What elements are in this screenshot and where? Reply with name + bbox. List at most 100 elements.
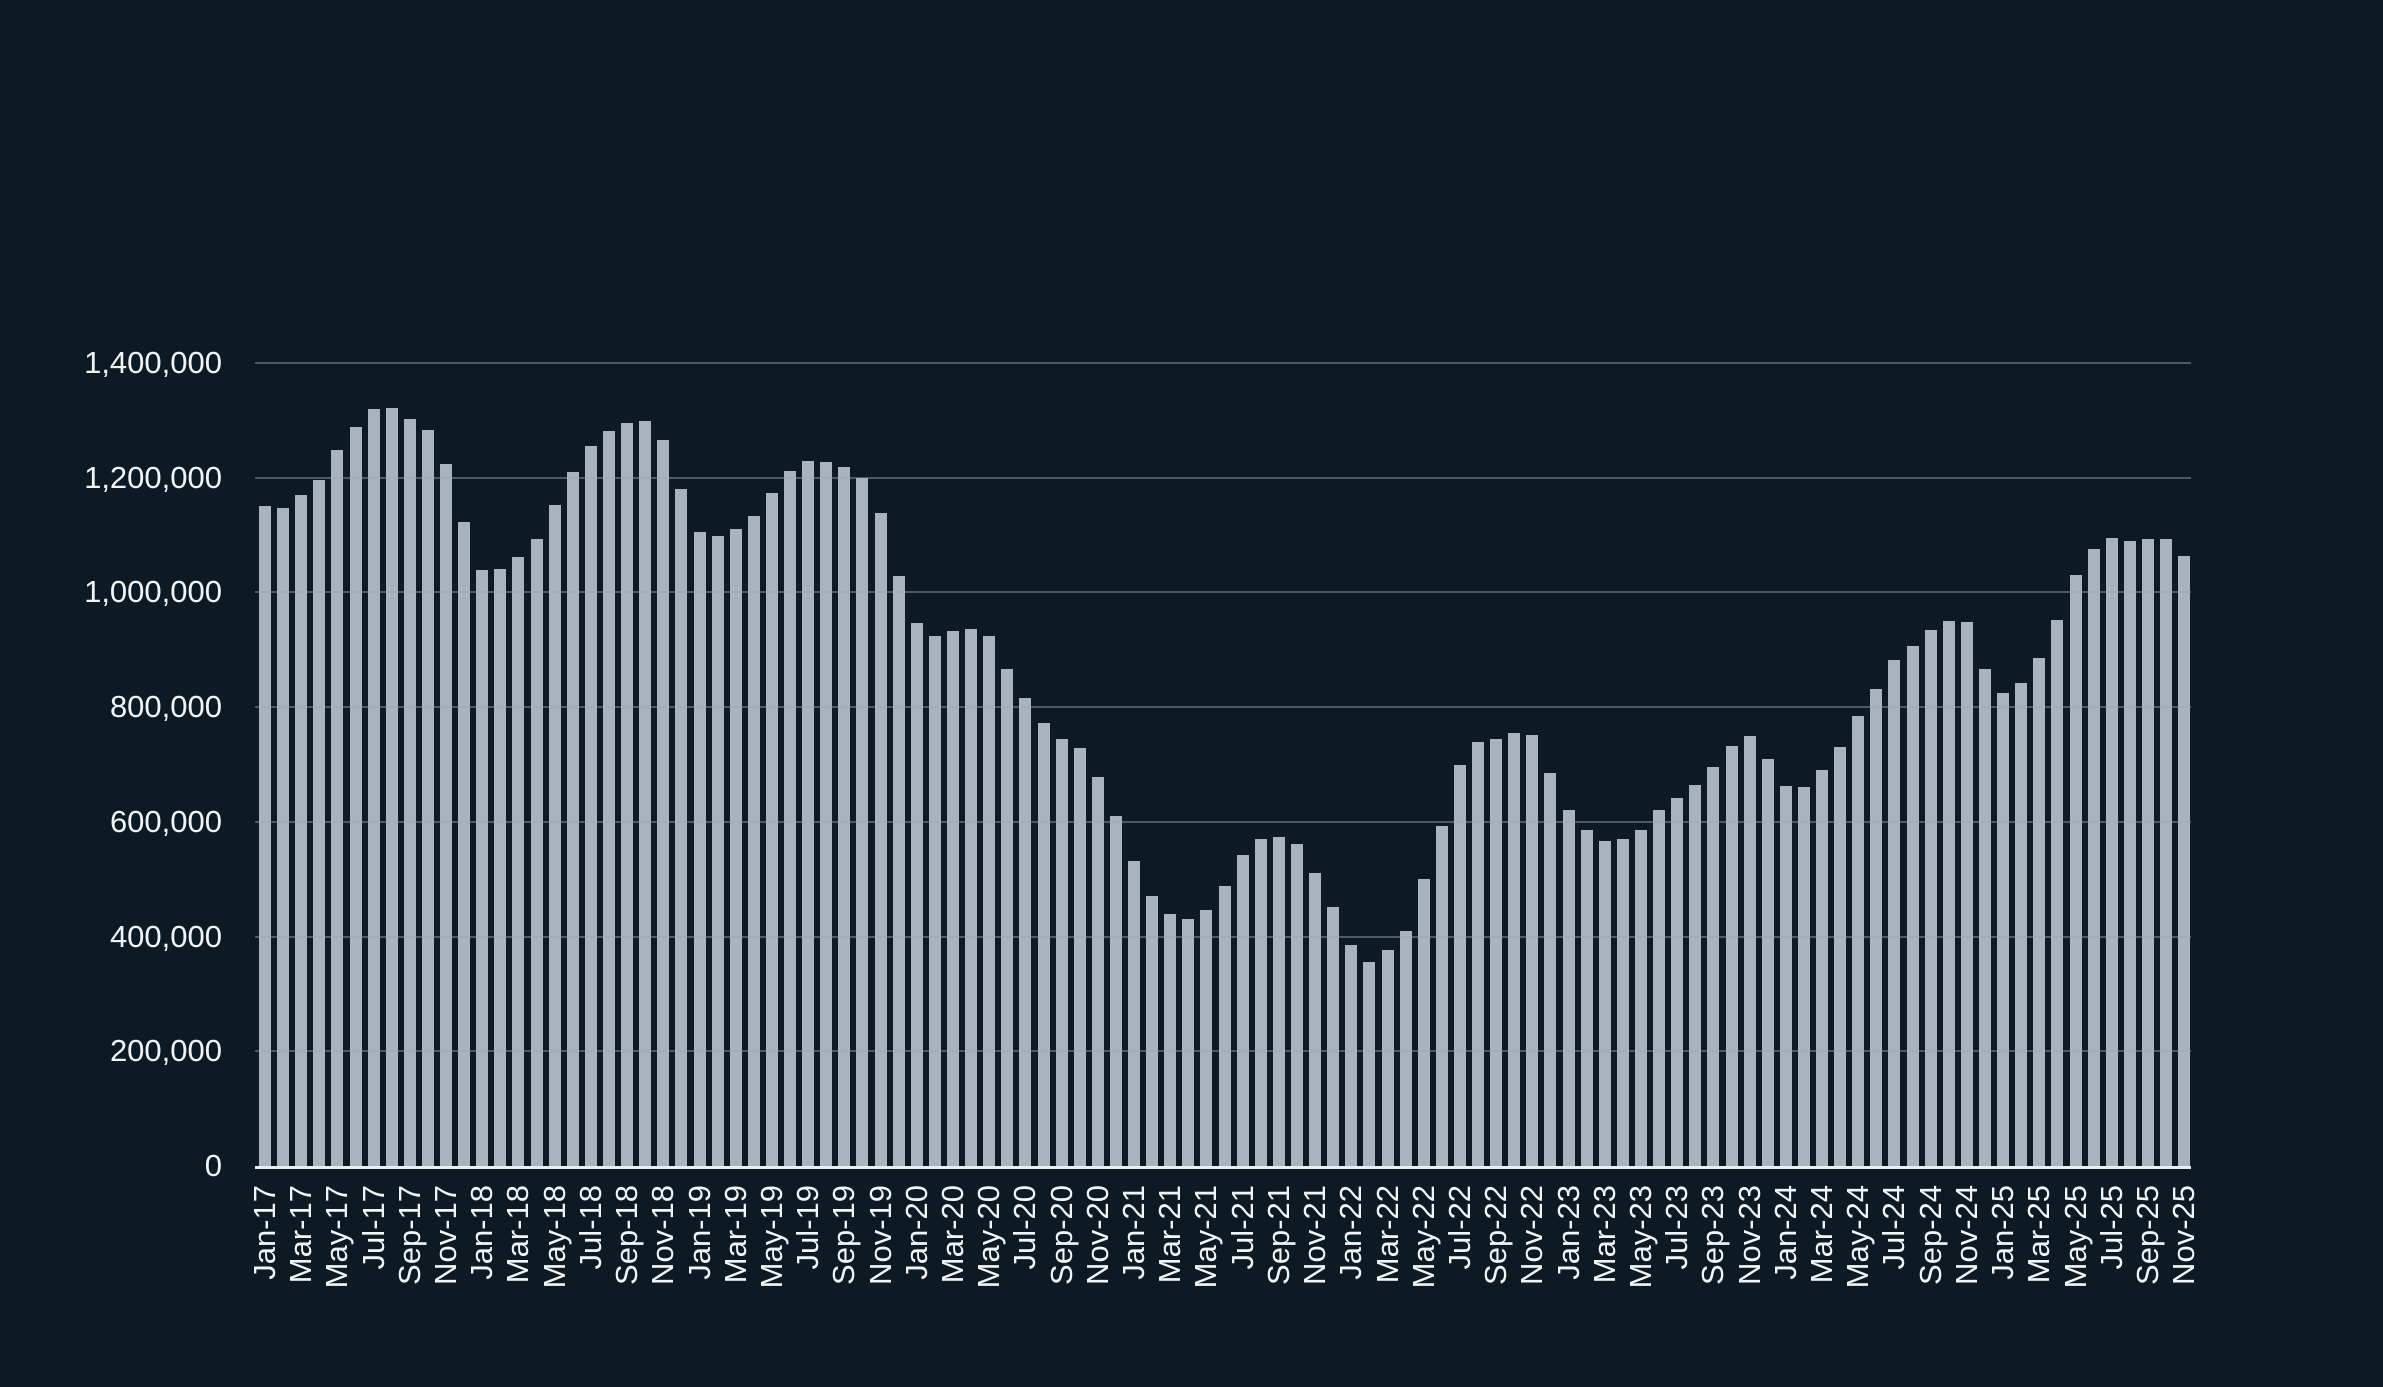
bar-May-24 [1852,716,1865,1166]
x-tick-label: Mar-25 [2021,1185,2057,1284]
bar-Apr-24 [1834,746,1847,1166]
x-tick-label: Jul-18 [572,1185,608,1270]
bar-May-18 [548,505,561,1166]
bar-Nov-19 [874,513,887,1166]
bar-Oct-22 [1508,732,1521,1166]
bar-Aug-23 [1689,785,1702,1166]
bar-Jun-20 [1001,669,1014,1166]
x-tick-label: Mar-17 [283,1185,319,1284]
bar-Mar-20 [946,630,959,1166]
bar-Apr-23 [1616,839,1629,1166]
x-tick-label: Jan-25 [1985,1185,2021,1280]
x-tick-label: May-22 [1405,1185,1441,1289]
bar-Oct-24 [1942,621,1955,1166]
bar-Jan-22 [1345,945,1358,1166]
bar-Jul-18 [584,446,597,1166]
x-tick-label: May-24 [1840,1185,1876,1289]
x-tick-label: Jul-22 [1441,1185,1477,1270]
bar-Dec-21 [1327,906,1340,1166]
x-tick-label: Nov-20 [1079,1185,1115,1285]
bar-Dec-18 [675,488,688,1166]
x-tick-label: Sep-20 [1043,1185,1079,1285]
bar-Sep-22 [1490,739,1503,1166]
bar-Mar-24 [1816,769,1829,1166]
y-gridline [255,706,2191,709]
bar-Oct-18 [639,420,652,1166]
x-tick-label: Jan-24 [1767,1185,1803,1280]
x-tick-label: Nov-19 [862,1185,898,1285]
bar-Nov-24 [1960,622,1973,1166]
bar-Aug-22 [1472,742,1485,1166]
bar-Oct-19 [856,478,869,1166]
x-tick-label: Nov-23 [1731,1185,1767,1285]
bar-Jun-23 [1653,809,1666,1166]
x-tick-label: Jul-17 [355,1185,391,1270]
bar-Mar-22 [1381,950,1394,1166]
bar-Sep-24 [1924,629,1937,1166]
x-tick-label: Mar-24 [1804,1185,1840,1284]
x-tick-label: Jan-20 [898,1185,934,1280]
bar-Apr-25 [2051,619,2064,1166]
x-tick-label: Nov-21 [1297,1185,1333,1285]
x-tick-label: Sep-17 [391,1185,427,1285]
bar-Aug-19 [820,461,833,1166]
bar-Jun-25 [2087,549,2100,1166]
bar-Oct-23 [1725,745,1738,1166]
bar-Jun-18 [566,471,579,1166]
x-tick-label: Mar-19 [717,1185,753,1284]
bar-Jul-23 [1671,797,1684,1166]
bar-Apr-19 [747,516,760,1166]
bar-Mar-18 [512,557,525,1166]
bar-Jan-17 [259,506,271,1166]
y-tick-label: 1,200,000 [84,459,222,495]
bar-Jul-24 [1888,660,1901,1166]
bar-Apr-20 [965,629,978,1166]
x-tick-label: Jul-21 [1224,1185,1260,1270]
bar-Jul-21 [1236,854,1249,1166]
bar-Mar-17 [295,494,308,1166]
bar-Jun-17 [349,427,362,1166]
bar-Aug-18 [602,431,615,1166]
x-tick-label: Jan-18 [464,1185,500,1280]
y-tick-label: 200,000 [109,1033,222,1069]
x-tick-label: May-25 [2057,1185,2093,1289]
y-gridline [255,476,2191,479]
bar-Jun-19 [784,471,797,1166]
x-tick-label: Mar-23 [1586,1185,1622,1284]
bar-Jun-24 [1870,688,1883,1166]
y-gridline [255,1050,2191,1053]
bar-Jun-21 [1218,886,1231,1166]
bar-Oct-25 [2160,539,2173,1166]
bar-Dec-19 [892,576,905,1166]
y-gridline [255,362,2191,364]
bar-Feb-25 [2015,683,2028,1166]
bar-Oct-17 [421,430,434,1166]
x-tick-label: Sep-24 [1912,1185,1948,1285]
bar-May-22 [1417,879,1430,1166]
bar-Apr-17 [313,480,326,1166]
bar-Jan-19 [693,532,706,1166]
bar-Apr-22 [1399,930,1412,1166]
bar-Nov-22 [1526,735,1539,1166]
x-tick-label: Sep-19 [826,1185,862,1285]
bar-Aug-21 [1254,839,1267,1166]
x-tick-label: May-23 [1622,1185,1658,1289]
x-tick-label: May-21 [1188,1185,1224,1289]
x-tick-label: Jul-20 [1007,1185,1043,1270]
bar-Dec-23 [1761,758,1774,1166]
x-tick-label: Jan-21 [1116,1185,1152,1280]
bar-Jul-25 [2105,537,2118,1166]
y-tick-label: 1,000,000 [84,574,222,610]
bar-Apr-18 [530,538,543,1166]
bar-May-17 [331,450,344,1166]
bar-Sep-23 [1707,766,1720,1166]
bar-Feb-20 [928,636,941,1166]
bar-Sep-21 [1272,837,1285,1166]
bar-May-23 [1634,829,1647,1166]
x-tick-label: Mar-18 [500,1185,536,1284]
x-tick-label: Jan-19 [681,1185,717,1280]
y-tick-label: 600,000 [109,803,222,839]
bar-Apr-21 [1182,918,1195,1166]
x-tick-label: Jul-19 [790,1185,826,1270]
bar-Jan-20 [910,623,923,1166]
